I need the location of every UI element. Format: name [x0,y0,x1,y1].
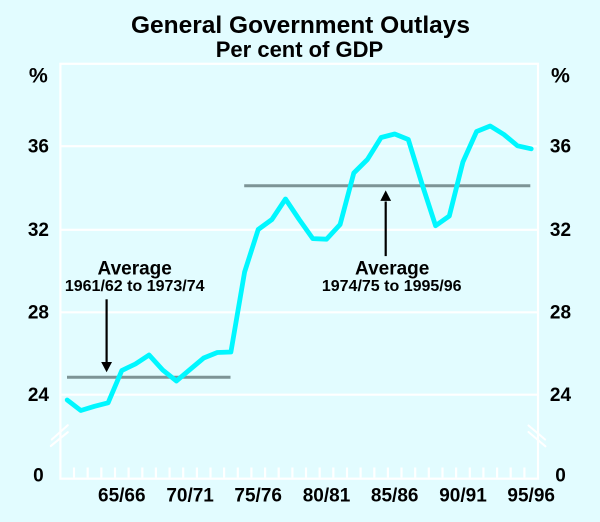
svg-text:24: 24 [550,385,572,406]
svg-text:24: 24 [28,385,50,406]
svg-text:Per cent of GDP: Per cent of GDP [216,37,383,62]
svg-text:36: 36 [550,137,571,158]
svg-text:28: 28 [28,303,49,324]
svg-text:%: % [29,63,48,87]
svg-text:85/86: 85/86 [371,485,419,506]
svg-text:80/81: 80/81 [303,485,351,506]
svg-text:0: 0 [555,466,566,487]
svg-text:32: 32 [550,220,571,241]
svg-text:32: 32 [28,220,49,241]
svg-text:70/71: 70/71 [166,485,214,506]
svg-text:0: 0 [33,466,44,487]
svg-text:65/66: 65/66 [98,485,146,506]
svg-text:36: 36 [28,137,49,158]
svg-text:28: 28 [550,303,571,324]
svg-text:%: % [551,63,570,87]
svg-text:95/96: 95/96 [507,485,555,506]
svg-text:1961/62 to 1973/74: 1961/62 to 1973/74 [65,278,205,295]
svg-text:Average: Average [355,258,429,279]
svg-text:General Government Outlays: General Government Outlays [131,12,470,39]
svg-text:75/76: 75/76 [234,485,282,506]
svg-text:Average: Average [98,258,172,279]
svg-text:1974/75 to 1995/96: 1974/75 to 1995/96 [322,278,462,295]
svg-text:90/91: 90/91 [439,485,487,506]
